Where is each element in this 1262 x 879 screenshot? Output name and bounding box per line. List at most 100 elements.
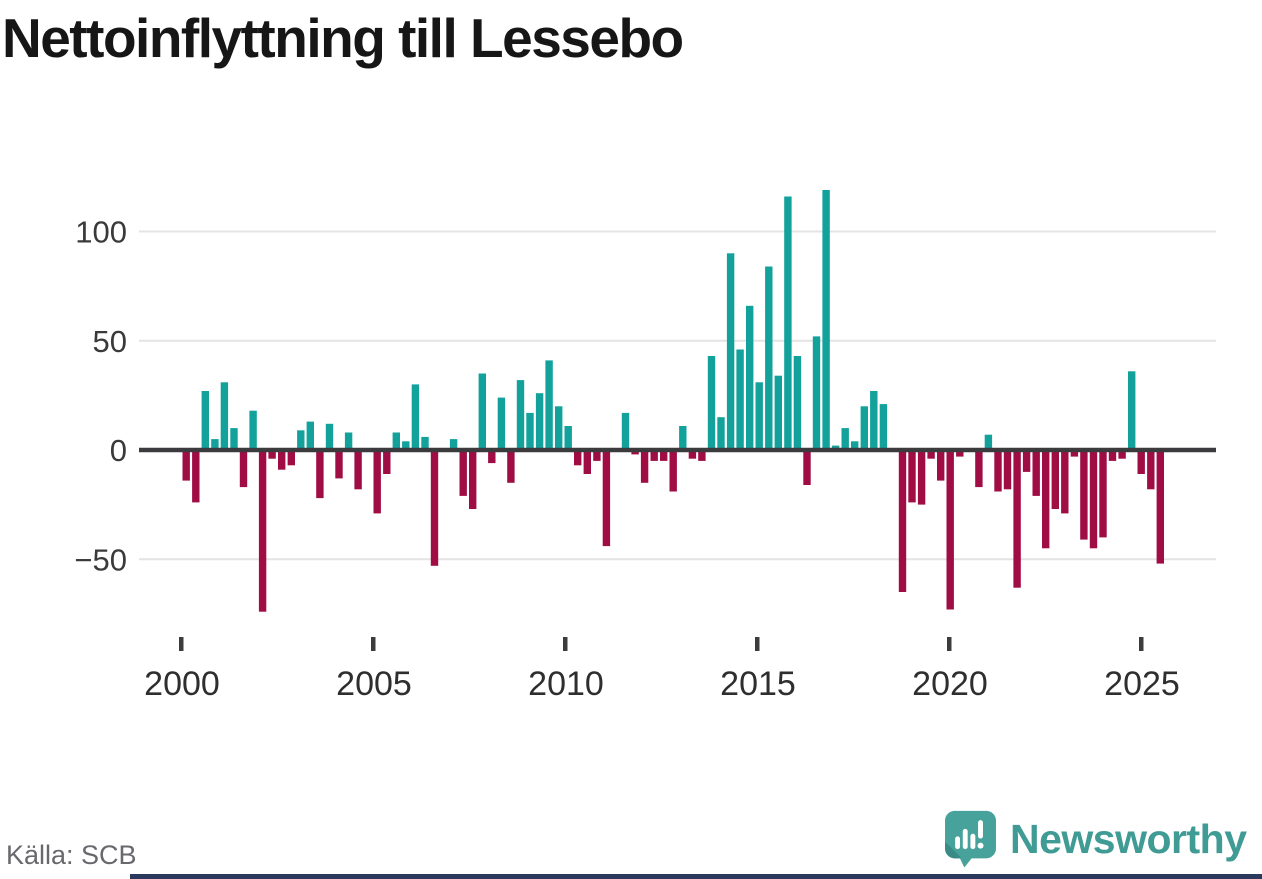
bar: [392, 432, 400, 450]
bar: [1108, 450, 1117, 461]
bar: [726, 253, 735, 450]
bar: [669, 450, 677, 492]
bar: [774, 375, 782, 450]
x-axis-tick: [371, 637, 376, 651]
bar: [994, 450, 1002, 492]
bar: [488, 450, 496, 464]
bar: [459, 450, 467, 496]
x-axis-tick: [179, 637, 184, 651]
bar: [316, 450, 324, 499]
bar: [746, 305, 754, 450]
bar: [765, 266, 773, 450]
bar: [860, 406, 868, 450]
bar: [870, 391, 878, 450]
bar: [354, 450, 362, 490]
newsworthy-wordmark: Newsworthy: [1010, 815, 1247, 862]
bar: [1051, 450, 1059, 509]
x-axis-label: 2010: [528, 665, 604, 703]
bar: [1147, 450, 1155, 490]
bar: [1022, 450, 1031, 472]
y-axis-label: 100: [75, 215, 127, 250]
y-axis-label: −50: [74, 542, 127, 577]
x-axis-label: 2020: [912, 665, 988, 703]
bar: [306, 421, 314, 450]
bar: [650, 450, 658, 461]
bar: [956, 450, 964, 457]
bar: [640, 450, 649, 483]
y-axis-label: 0: [110, 433, 127, 468]
bar: [1070, 450, 1079, 457]
bar: [373, 450, 381, 514]
source-label: Källa: SCB: [6, 840, 137, 870]
bar: [278, 450, 286, 470]
bar: [822, 190, 830, 450]
bar: [430, 450, 439, 566]
x-axis-tick: [755, 637, 760, 651]
x-axis-tick: [1139, 637, 1144, 651]
bar: [297, 430, 305, 450]
bar: [1099, 450, 1107, 538]
bar: [526, 412, 534, 450]
bar: [258, 450, 267, 612]
bar: [1032, 450, 1040, 496]
bar: [516, 380, 525, 450]
y-axis-label: 50: [93, 324, 127, 359]
bar: [688, 450, 697, 459]
bar: [908, 450, 916, 503]
x-axis-label: 2000: [144, 665, 220, 703]
bar: [1128, 371, 1136, 450]
x-axis-label: 2015: [720, 665, 796, 703]
bar: [478, 373, 486, 450]
bar: [1042, 450, 1050, 549]
bar: [383, 450, 391, 474]
bar: [335, 450, 343, 479]
bar: [946, 450, 954, 610]
bar-chart: 100 50 0 −50 2000 2005 2010 2015 2020 2025: [74, 190, 1216, 703]
bar: [421, 436, 429, 450]
bar: [812, 336, 821, 450]
bar: [602, 450, 611, 547]
bar: [879, 404, 888, 450]
bar: [984, 434, 993, 450]
bar: [564, 426, 572, 450]
bar: [249, 410, 257, 450]
bar: [325, 423, 334, 450]
bar: [793, 356, 802, 450]
bar: [1013, 450, 1021, 588]
bar: [679, 426, 687, 450]
bar: [1061, 450, 1069, 514]
bar: [507, 450, 515, 483]
bar: [535, 393, 544, 450]
bar: [660, 450, 668, 461]
bar: [736, 349, 744, 450]
bar: [1003, 450, 1012, 490]
bar: [593, 450, 601, 461]
bar: [469, 450, 477, 509]
bar: [220, 382, 229, 450]
bar: [937, 450, 945, 481]
bar: [555, 406, 563, 450]
bar: [268, 450, 276, 459]
newsworthy-logo[interactable]: Newsworthy: [944, 810, 1247, 868]
bar: [975, 450, 983, 488]
bar: [411, 384, 420, 450]
bar: [287, 450, 295, 466]
x-axis-label: 2005: [336, 665, 412, 703]
newsworthy-logo-icon: [945, 810, 996, 868]
bar: [211, 439, 219, 450]
bar: [927, 450, 935, 459]
bar: [707, 356, 716, 450]
bar: [841, 428, 849, 450]
bar: [1089, 450, 1098, 549]
bar: [583, 450, 591, 474]
bar: [574, 450, 582, 466]
page-title: Nettoinflyttning till Lessebo: [2, 7, 684, 69]
bar: [803, 450, 811, 485]
bar: [784, 196, 792, 450]
bar: [1118, 450, 1126, 459]
footer-brand-bar: [130, 874, 1262, 879]
bar: [1137, 450, 1145, 474]
bar: [755, 382, 763, 450]
bar: [230, 428, 238, 450]
bar: [201, 391, 209, 450]
